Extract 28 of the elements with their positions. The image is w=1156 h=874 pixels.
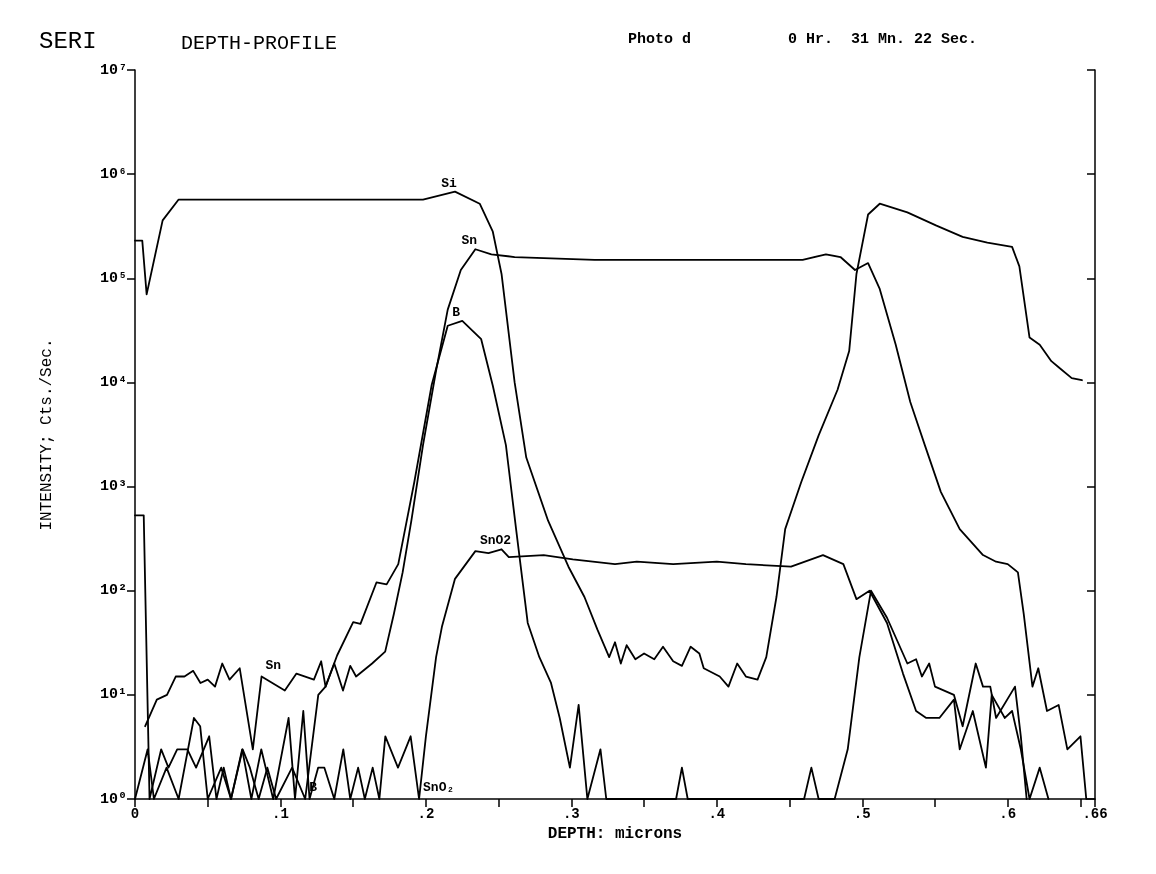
text: Photo d bbox=[628, 31, 692, 48]
x-tick-label: .4 bbox=[708, 806, 726, 822]
y-tick-label: 10⁴ bbox=[99, 373, 127, 391]
x-tick-label: .3 bbox=[562, 806, 580, 822]
y-tick-label: 10¹ bbox=[99, 686, 127, 704]
x-tick-label: .2 bbox=[417, 806, 435, 822]
y-tick-label: 10⁵ bbox=[99, 269, 127, 287]
annotation: Sn bbox=[265, 657, 282, 673]
series-label: SnO2 bbox=[479, 533, 512, 549]
y-tick-label: 10³ bbox=[99, 478, 127, 496]
chart-subtitle: DEPTH-PROFILE bbox=[181, 31, 338, 55]
chart-title: SERI bbox=[39, 27, 97, 55]
x-axis-title: DEPTH: microns bbox=[547, 824, 683, 843]
y-tick-label: 10⁰ bbox=[99, 790, 127, 808]
x-tick-label: .5 bbox=[853, 806, 871, 822]
series-label: B bbox=[452, 304, 461, 320]
text: 0 Hr. 31 Mn. 22 Sec. bbox=[788, 31, 978, 48]
x-tick-label: .6 bbox=[999, 806, 1017, 822]
annotation: SnO₂ bbox=[423, 780, 455, 795]
y-tick-label: 10² bbox=[99, 582, 127, 600]
x-tick-label: .66 bbox=[1082, 806, 1108, 822]
y-tick-label: 10⁶ bbox=[99, 165, 127, 183]
x-tick-label: .1 bbox=[272, 806, 289, 822]
y-tick-label: 10⁷ bbox=[99, 61, 127, 79]
x-tick-label: 0 bbox=[130, 806, 140, 822]
series-label: Si bbox=[441, 175, 457, 191]
y-axis-title: INTENSITY; Cts./Sec. bbox=[38, 338, 56, 531]
series-label: Sn bbox=[461, 233, 478, 249]
